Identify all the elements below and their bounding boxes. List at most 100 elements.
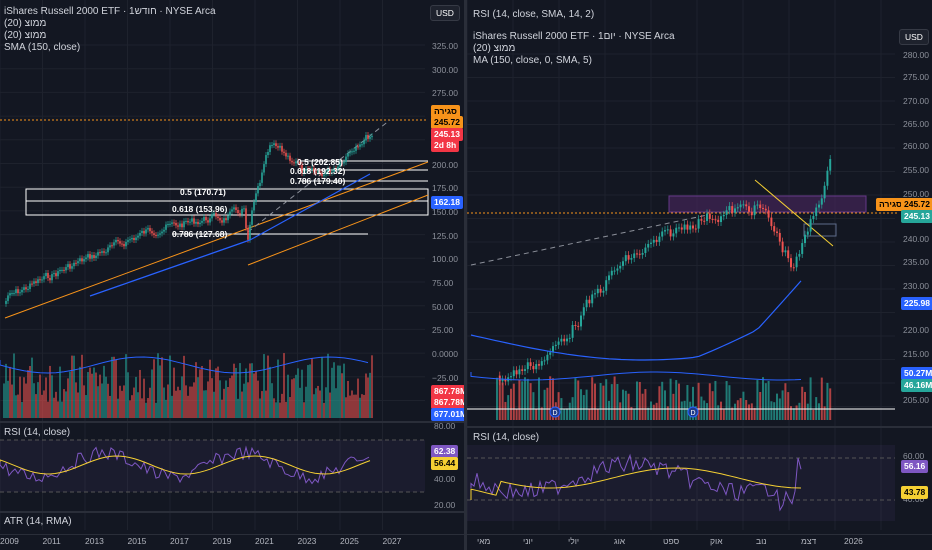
indicator-legend-3[interactable]: SMA (150, close) xyxy=(4,42,81,53)
candle-body xyxy=(205,217,207,221)
fib-lower-0786[interactable]: 0.786 (127.68) xyxy=(172,229,228,239)
volume-bar xyxy=(249,363,251,418)
candle-body xyxy=(641,252,644,255)
indicator-legend-2[interactable]: MA (150, close, 0, SMA, 5) xyxy=(473,55,592,66)
symbol-title[interactable]: iShares Russell 2000 ETF · 1חודש · NYSE … xyxy=(4,6,216,17)
candle-body xyxy=(55,273,57,277)
volume-bar xyxy=(125,354,127,418)
candle-body xyxy=(736,207,739,209)
volume-bar xyxy=(317,385,319,418)
fib-upper-0618[interactable]: 0.618 (192.32) xyxy=(290,166,346,176)
candle-body xyxy=(299,161,301,166)
volume-bar xyxy=(85,395,87,418)
fib-lower-0618[interactable]: 0.618 (153.96) xyxy=(172,204,228,214)
volume-bar xyxy=(123,385,125,418)
candle-body xyxy=(129,239,131,241)
volume-bar xyxy=(529,383,532,420)
volume-bar xyxy=(697,382,700,420)
volume-bar xyxy=(764,383,767,420)
volume-bar xyxy=(515,409,518,420)
volume-bar xyxy=(680,401,683,420)
candle-body xyxy=(650,242,652,244)
candle-body xyxy=(285,152,287,157)
candle-body xyxy=(764,208,767,211)
monthly-chart-pane[interactable]: USD iShares Russell 2000 ETF · 1חודש · N… xyxy=(0,0,464,550)
candle-body xyxy=(692,225,694,229)
volume-bar xyxy=(610,384,613,420)
volume-bar xyxy=(759,392,762,420)
candle-body xyxy=(259,182,261,187)
volume-bar xyxy=(219,380,221,418)
candle-body xyxy=(812,215,815,220)
last-price-badge: 245.13 xyxy=(901,210,932,223)
volume-bar xyxy=(784,383,787,420)
candle-body xyxy=(795,256,798,268)
candle-body xyxy=(269,145,271,153)
time-axis[interactable] xyxy=(467,534,932,550)
trendline xyxy=(4,161,429,319)
currency-button[interactable]: USD xyxy=(430,5,460,21)
candle-body xyxy=(201,220,203,223)
volume-bar xyxy=(279,402,281,418)
fib-upper-0786[interactable]: 0.786 (179.40) xyxy=(290,176,346,186)
volume-bar xyxy=(267,355,269,418)
rsi-indicator-header[interactable]: RSI (14, close, SMA, 14, 2) xyxy=(473,9,595,20)
candle-body xyxy=(181,223,183,228)
fib-upper-05[interactable]: 0.5 (202.85) xyxy=(297,157,343,167)
candle-body xyxy=(105,252,107,254)
monthly-chart-canvas[interactable] xyxy=(0,0,464,550)
price-tick: −25.00 xyxy=(432,372,459,383)
volume-bar xyxy=(167,384,169,418)
pane-divider[interactable] xyxy=(464,0,467,550)
candle-body xyxy=(708,213,711,219)
candle-body xyxy=(683,224,686,230)
rsi-legend[interactable]: RSI (14, close) xyxy=(4,427,71,438)
currency-button[interactable]: USD xyxy=(899,29,929,45)
volume-bar xyxy=(263,354,265,418)
time-tick: 2021 xyxy=(255,536,274,546)
fib-zone-box xyxy=(25,200,429,216)
time-axis[interactable] xyxy=(0,534,464,550)
price-tick: 275.00 xyxy=(903,72,929,82)
candle-body xyxy=(343,162,345,164)
volume-bar xyxy=(748,404,750,420)
volume-bar xyxy=(177,386,179,418)
candle-body xyxy=(221,220,223,223)
volume-bar xyxy=(818,403,820,420)
time-tick: אוג xyxy=(614,536,626,546)
volume-bar xyxy=(103,365,105,418)
candle-body xyxy=(742,204,745,206)
volume-bar xyxy=(647,407,650,420)
symbol-title[interactable]: iShares Russell 2000 ETF · 1יום · NYSE A… xyxy=(473,31,675,42)
price-tick: 260.00 xyxy=(903,141,929,151)
volume-bar xyxy=(327,353,329,418)
rsi-legend[interactable]: RSI (14, close) xyxy=(473,432,540,443)
fib-lower-05[interactable]: 0.5 (170.71) xyxy=(180,187,226,197)
volume-bar xyxy=(367,377,369,418)
volume-bar xyxy=(51,375,53,418)
candle-body xyxy=(71,266,73,269)
volume-bar xyxy=(273,398,275,418)
candle-body xyxy=(283,151,285,153)
volume-bar xyxy=(313,394,315,418)
candle-body xyxy=(225,218,227,221)
volume-bar xyxy=(135,376,137,418)
indicator-legend-1[interactable]: ממוצ (20) xyxy=(4,18,47,29)
indicator-legend-2[interactable]: ממוצ (20) xyxy=(4,30,47,41)
volume-bar xyxy=(734,403,736,420)
candle-body xyxy=(353,150,355,152)
volume-bar xyxy=(742,391,745,420)
candle-body xyxy=(91,255,93,259)
candle-body xyxy=(647,243,650,248)
candle-body xyxy=(41,279,43,281)
price-tick: 50.00 xyxy=(432,301,454,312)
candle-body xyxy=(177,225,179,227)
indicator-legend-1[interactable]: ממוצ (20) xyxy=(473,43,516,54)
candle-body xyxy=(501,379,504,382)
atr-legend[interactable]: ATR (14, RMA) xyxy=(4,516,72,527)
candle-body xyxy=(273,143,275,146)
candle-body xyxy=(697,219,700,229)
candle-body xyxy=(123,244,125,247)
